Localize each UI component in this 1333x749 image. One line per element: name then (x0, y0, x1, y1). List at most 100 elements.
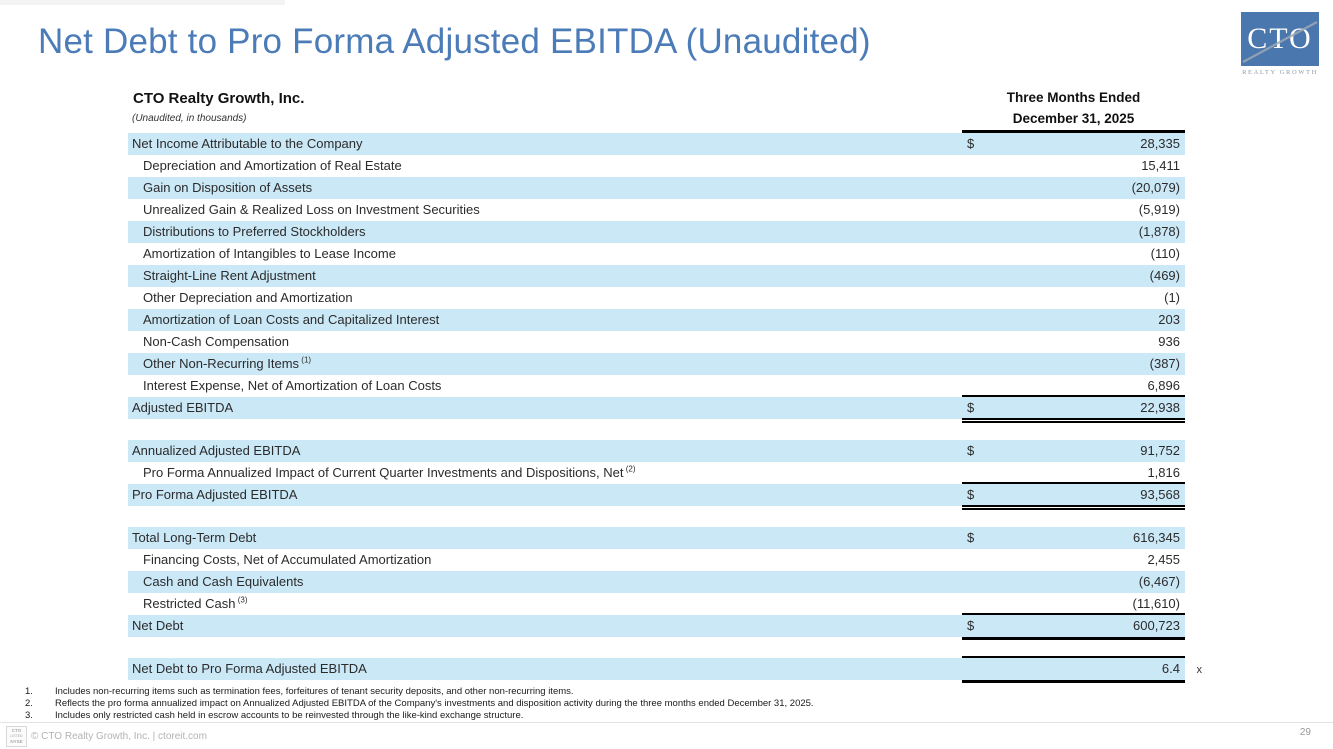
row-value: 91,752 (1140, 443, 1180, 458)
row-value-col: $ 616,345 (962, 527, 1185, 549)
row-dollar: $ (967, 400, 975, 415)
row-dollar: $ (967, 487, 975, 502)
row-footnote-sup: (1) (299, 355, 312, 365)
row-value: (6,467) (1138, 574, 1180, 589)
row-value-col: (469) (962, 265, 1185, 287)
financial-table: CTO Realty Growth, Inc. (Unaudited, in t… (128, 86, 1202, 683)
company-logo: CTO REALTY GROWTH (1240, 12, 1320, 76)
row-label: Unrealized Gain & Realized Loss on Inves… (128, 199, 962, 221)
row-value-col: 936 (962, 331, 1185, 353)
row-value-col: 203 (962, 309, 1185, 331)
row-label: Interest Expense, Net of Amortization of… (128, 375, 962, 397)
table-row: Pro Forma Annualized Impact of Current Q… (128, 462, 1185, 484)
row-label: Other Non-Recurring Items (1) (128, 353, 962, 375)
row-label: Restricted Cash (3) (128, 593, 962, 615)
table-row: Unrealized Gain & Realized Loss on Inves… (128, 199, 1185, 221)
table-row: Depreciation and Amortization of Real Es… (128, 155, 1185, 177)
footer-divider (0, 722, 1333, 723)
row-value: (469) (1149, 268, 1180, 283)
row-label: Adjusted EBITDA (128, 397, 962, 419)
table-row: Interest Expense, Net of Amortization of… (128, 375, 1185, 397)
table-row: Amortization of Loan Costs and Capitaliz… (128, 309, 1185, 331)
row-label-text: Unrealized Gain & Realized Loss on Inves… (143, 202, 480, 217)
table-row: Cash and Cash Equivalents (6,467) (128, 571, 1185, 593)
table-subtitle: (Unaudited, in thousands) (132, 113, 247, 124)
footnote-text: Reflects the pro forma annualized impact… (55, 698, 814, 709)
row-value-col: (11,610) (962, 593, 1185, 615)
row-label-text: Interest Expense, Net of Amortization of… (143, 378, 442, 393)
row-label: Gain on Disposition of Assets (128, 177, 962, 199)
row-label-text: Straight-Line Rent Adjustment (143, 268, 316, 283)
footnote-1: 1. Includes non-recurring items such as … (25, 686, 814, 698)
row-value-col: 6.4 (962, 656, 1185, 683)
row-label: Straight-Line Rent Adjustment (128, 265, 962, 287)
period-line1: Three Months Ended (1006, 90, 1141, 105)
row-value-col: (5,919) (962, 199, 1185, 221)
row-value: 616,345 (1133, 530, 1180, 545)
row-value: (20,079) (1131, 180, 1180, 195)
row-value: 15,411 (1141, 158, 1180, 173)
table-row: Financing Costs, Net of Accumulated Amor… (128, 549, 1185, 571)
row-value-col: 2,455 (962, 549, 1185, 571)
header-rule (962, 130, 1185, 133)
row-value: 936 (1158, 334, 1180, 349)
row-value-col: (1,878) (962, 221, 1185, 243)
row-dollar: $ (967, 530, 975, 545)
table-row: Net Debt $ 600,723 (128, 613, 1185, 640)
row-label: Distributions to Preferred Stockholders (128, 221, 962, 243)
row-value: 600,723 (1133, 618, 1180, 633)
row-label: Pro Forma Annualized Impact of Current Q… (128, 462, 962, 484)
row-footnote-sup: (2) (623, 464, 636, 474)
row-label-text: Net Debt to Pro Forma Adjusted EBITDA (132, 661, 367, 676)
row-label-text: Adjusted EBITDA (132, 400, 234, 415)
top-left-strip (0, 0, 285, 5)
nyse-badge-line1: CTO (11, 728, 22, 733)
row-label: Net Debt (128, 615, 962, 637)
row-label: Annualized Adjusted EBITDA (128, 440, 962, 462)
row-value: (11,610) (1132, 596, 1180, 611)
row-label-text: Annualized Adjusted EBITDA (132, 443, 301, 458)
row-suffix: x (1196, 664, 1203, 676)
table-row: Distributions to Preferred Stockholders … (128, 221, 1185, 243)
row-label-text: Non-Cash Compensation (143, 334, 289, 349)
row-label-text: Amortization of Loan Costs and Capitaliz… (143, 312, 440, 327)
row-label: Non-Cash Compensation (128, 331, 962, 353)
footnote-text: Includes non-recurring items such as ter… (55, 686, 574, 697)
nyse-badge-line2: LISTED (10, 733, 23, 738)
table-row: Other Non-Recurring Items (1) (387) (128, 353, 1185, 375)
row-label: Cash and Cash Equivalents (128, 571, 962, 593)
nyse-listed-badge-icon: CTO LISTED NYSE (6, 726, 27, 747)
nyse-badge-line3: NYSE (10, 739, 23, 744)
page-title: Net Debt to Pro Forma Adjusted EBITDA (U… (38, 22, 871, 61)
logo-subtext: REALTY GROWTH (1242, 69, 1318, 76)
row-value-col: $ 600,723 (962, 613, 1185, 640)
row-label: Amortization of Loan Costs and Capitaliz… (128, 309, 962, 331)
table-row: Net Debt to Pro Forma Adjusted EBITDA 6.… (128, 656, 1202, 683)
footer-copyright: © CTO Realty Growth, Inc. | ctoreit.com (31, 731, 207, 742)
row-label-text: Total Long-Term Debt (132, 530, 257, 545)
table-row: Net Income Attributable to the Company $… (128, 133, 1185, 155)
row-label-text: Restricted Cash (143, 596, 236, 611)
row-value-col: 6,896 (962, 375, 1185, 397)
cto-logo-icon: CTO (1241, 12, 1319, 66)
row-value: 2,455 (1147, 552, 1180, 567)
row-value: (110) (1150, 246, 1180, 261)
row-label-text: Depreciation and Amortization of Real Es… (143, 158, 402, 173)
row-value-col: $ 91,752 (962, 440, 1185, 462)
row-value: 28,335 (1140, 136, 1180, 151)
row-value: (5,919) (1138, 202, 1180, 217)
row-value-col: (20,079) (962, 177, 1185, 199)
footnote-text: Includes only restricted cash held in es… (55, 710, 524, 721)
row-value: (1) (1164, 290, 1180, 305)
footnotes: 1. Includes non-recurring items such as … (25, 686, 814, 722)
table-row: Non-Cash Compensation 936 (128, 331, 1185, 353)
footnote-3: 3. Includes only restricted cash held in… (25, 710, 814, 722)
row-value-col: (110) (962, 243, 1185, 265)
row-label: Other Depreciation and Amortization (128, 287, 962, 309)
table-row: Amortization of Intangibles to Lease Inc… (128, 243, 1185, 265)
row-label: Total Long-Term Debt (128, 527, 962, 549)
row-label: Net Debt to Pro Forma Adjusted EBITDA (128, 658, 962, 680)
row-dollar: $ (967, 136, 975, 151)
row-label: Financing Costs, Net of Accumulated Amor… (128, 549, 962, 571)
row-value: 93,568 (1140, 487, 1180, 502)
